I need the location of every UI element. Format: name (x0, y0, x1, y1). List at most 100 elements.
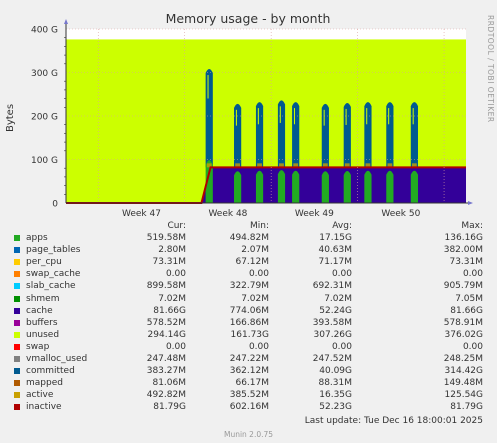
legend-swatch (14, 259, 20, 266)
legend-max-value: 81.79G (450, 402, 483, 413)
y-axis-arrow-icon (64, 19, 68, 24)
legend-row-inactive: inactive 81.79G 602.16M 52.23G 81.79G (0, 401, 497, 413)
spike-apps-4 (292, 170, 300, 203)
spike-active-5 (322, 163, 328, 168)
legend-swatch (14, 392, 20, 399)
spike-apps-1 (234, 171, 242, 203)
legend-header-max: Max: (461, 221, 483, 231)
x-tick-label: Week 50 (381, 209, 420, 219)
legend-series-name: slab_cache (26, 281, 76, 292)
x-tick-label: Week 48 (208, 209, 247, 219)
legend-cur-value: 0.00 (165, 341, 186, 352)
legend-cur-value: 492.82M (146, 390, 186, 401)
legend-row-active: active 492.82M 385.52M 16.35G 125.54G (0, 389, 497, 401)
legend-row-swap: swap 0.00 0.00 0.00 0.00 (0, 341, 497, 353)
legend-avg-value: 247.52M (312, 354, 352, 365)
legend-swatch (14, 271, 20, 278)
x-tick-label: Week 49 (295, 209, 334, 219)
y-tick-label: 200 G (31, 113, 58, 123)
legend-min-value: 66.17M (235, 378, 269, 389)
spike-apps-0 (205, 160, 213, 203)
legend-series-name: unused (26, 329, 60, 340)
legend-max-value: 125.54G (444, 390, 483, 401)
legend-series-name: swap_cache (26, 269, 81, 280)
spike-active-1 (235, 163, 241, 168)
legend-series-name: shmem (26, 293, 60, 304)
legend-max-value: 376.02G (444, 329, 483, 340)
legend-row-buffers: buffers 578.52M 166.86M 393.58M 578.91M (0, 317, 497, 329)
legend-avg-value: 16.35G (319, 390, 352, 401)
spike-committed-9 (410, 102, 418, 168)
legend-min-value: 774.06M (229, 305, 269, 316)
legend-avg-value: 40.63M (318, 245, 352, 256)
legend-max-value: 7.05M (455, 293, 483, 304)
spike-apps-9 (410, 170, 418, 203)
legend-cur-value: 7.02M (158, 293, 186, 304)
legend-row-page-tables: page_tables 2.80M 2.07M 40.63M 382.00M (0, 244, 497, 256)
last-update: Last update: Tue Dec 16 18:00:01 2025 (304, 416, 483, 426)
legend-row-unused: unused 294.14G 161.73G 307.26G 376.02G (0, 329, 497, 341)
legend-series-name: cache (26, 305, 53, 316)
legend-row-per-cpu: per_cpu 73.31M 67.12M 71.17M 73.31M (0, 256, 497, 268)
legend-header-avg: Avg: (332, 221, 352, 231)
legend-max-value: 81.66G (450, 305, 483, 316)
legend-row-apps: apps 519.58M 494.82M 17.15G 136.16G (0, 232, 497, 244)
legend-min-value: 166.86M (229, 317, 269, 328)
legend-cur-value: 294.14G (147, 329, 186, 340)
legend-max-value: 149.48M (443, 378, 483, 389)
legend-max-value: 578.91M (443, 317, 483, 328)
munin-version: Munin 2.0.75 (223, 430, 274, 439)
legend-cur-value: 81.66G (153, 305, 186, 316)
series-cache-area (201, 167, 466, 203)
legend-row-swap-cache: swap_cache 0.00 0.00 0.00 0.00 (0, 268, 497, 280)
spike-committed-0 (205, 69, 213, 168)
legend-cur-value: 899.58M (146, 281, 186, 292)
legend-header-min: Min: (249, 221, 269, 231)
legend-cur-value: 578.52M (146, 317, 186, 328)
spike-apps-6 (343, 170, 351, 203)
y-tick-label: 100 G (31, 156, 58, 166)
legend-cur-value: 519.58M (146, 233, 186, 244)
legend-max-value: 382.00M (443, 245, 483, 256)
legend-min-value: 2.07M (241, 245, 269, 256)
legend-min-value: 362.12M (229, 366, 269, 377)
legend-avg-value: 52.23G (319, 402, 352, 413)
legend-series-name: page_tables (26, 245, 81, 256)
legend-avg-value: 52.24G (319, 305, 352, 316)
legend-rows: apps 519.58M 494.82M 17.15G 136.16G page_tabl… (0, 232, 497, 413)
legend-cur-value: 81.79G (153, 402, 186, 413)
legend: Cur: Min: Avg: Max: apps 519.58M 494.82M 17… (0, 220, 497, 414)
legend-min-value: 0.00 (248, 341, 269, 352)
legend-swatch (14, 295, 20, 302)
legend-avg-value: 17.15G (319, 233, 352, 244)
spike-committed-6 (343, 102, 351, 168)
axes: 0 100 G 200 G 300 G 400 G Week 47 Week 48 Week … (31, 19, 473, 219)
spike-active-2 (257, 163, 262, 168)
legend-swatch (14, 368, 20, 375)
legend-max-value: 0.00 (462, 269, 483, 280)
legend-avg-value: 7.02M (324, 293, 352, 304)
legend-series-name: buffers (26, 317, 58, 328)
legend-series-name: committed (26, 366, 75, 377)
legend-row-committed: committed 383.27M 362.12M 40.09G 314.42G (0, 365, 497, 377)
legend-header: Cur: Min: Avg: Max: (0, 220, 497, 232)
spike-apps-7 (364, 170, 372, 203)
legend-avg-value: 40.09G (319, 366, 352, 377)
legend-swatch (14, 331, 20, 338)
x-axis-arrow-icon (468, 201, 473, 205)
legend-swatch (14, 380, 20, 387)
legend-series-name: per_cpu (26, 257, 62, 268)
legend-avg-value: 0.00 (331, 269, 352, 280)
legend-min-value: 67.12M (235, 257, 269, 268)
legend-avg-value: 88.31M (318, 378, 352, 389)
legend-min-value: 385.52M (229, 390, 269, 401)
legend-min-value: 161.73G (230, 329, 269, 340)
spike-apps-3 (277, 170, 286, 203)
legend-avg-value: 692.31M (312, 281, 352, 292)
legend-max-value: 905.79M (443, 281, 483, 292)
spike-committed-1 (234, 103, 242, 168)
legend-min-value: 7.02M (241, 293, 269, 304)
legend-header-cur: Cur: (167, 221, 186, 231)
legend-row-mapped: mapped 81.06M 66.17M 88.31M 149.48M (0, 377, 497, 389)
spike-committed-4 (292, 102, 300, 168)
